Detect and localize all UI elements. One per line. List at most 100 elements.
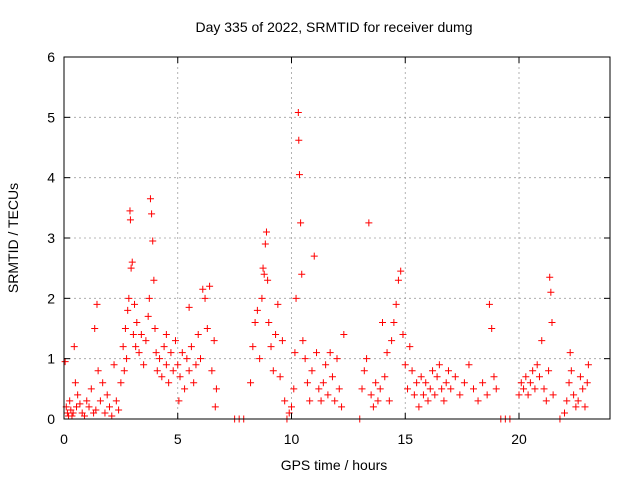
data-point: [175, 397, 183, 405]
data-point: [83, 397, 91, 405]
data-point: [515, 391, 523, 399]
data-point: [124, 306, 132, 314]
data-point: [142, 337, 150, 345]
data-point: [517, 379, 525, 387]
data-point: [264, 276, 272, 284]
y-tick-label: 2: [47, 290, 55, 306]
ticks-layer: 0 1 2 3 4 5 6 0 5 10 15 20: [47, 49, 610, 447]
data-point: [146, 195, 154, 203]
data-point: [451, 373, 459, 381]
data-point: [70, 343, 78, 351]
data-point: [126, 216, 134, 224]
data-point: [192, 361, 200, 369]
data-point: [212, 385, 220, 393]
data-point: [322, 361, 330, 369]
data-point: [110, 361, 118, 369]
data-point: [524, 391, 532, 399]
grid-layer: [64, 57, 610, 419]
chart-title: Day 335 of 2022, SRMTID for receiver dum…: [195, 19, 472, 35]
data-point: [265, 318, 273, 326]
data-point: [256, 355, 264, 363]
data-point: [61, 358, 69, 366]
data-point: [442, 379, 450, 387]
data-point: [438, 385, 446, 393]
data-point: [369, 403, 377, 411]
data-point: [295, 136, 303, 144]
data-point: [533, 361, 541, 369]
data-point: [183, 355, 191, 363]
data-point: [363, 355, 371, 363]
data-point: [328, 373, 336, 381]
data-point: [298, 270, 306, 278]
data-point: [199, 285, 207, 293]
data-point: [447, 385, 455, 393]
data-point: [563, 397, 571, 405]
data-point: [208, 367, 216, 375]
data-point: [125, 294, 133, 302]
data-point: [547, 288, 555, 296]
y-tick-label: 1: [47, 351, 55, 367]
data-point: [584, 361, 592, 369]
data-point: [474, 397, 482, 405]
data-point: [153, 367, 161, 375]
data-point: [99, 379, 107, 387]
data-point: [197, 355, 204, 363]
data-point: [171, 337, 179, 345]
data-point: [148, 210, 156, 218]
data-point: [123, 355, 131, 363]
data-point: [185, 367, 193, 375]
data-point: [583, 379, 591, 387]
data-point: [338, 403, 346, 411]
data-point: [94, 367, 102, 375]
data-point: [92, 406, 100, 414]
data-point: [431, 391, 439, 399]
data-point: [158, 373, 166, 381]
data-point: [360, 367, 368, 375]
data-point: [117, 379, 125, 387]
data-point: [333, 355, 341, 363]
data-point: [324, 391, 332, 399]
data-point: [404, 385, 412, 393]
data-point: [101, 409, 109, 417]
data-point: [210, 337, 218, 345]
data-point: [129, 331, 137, 339]
data-point: [247, 379, 255, 387]
data-point: [308, 367, 316, 375]
data-point: [426, 385, 434, 393]
x-axis-label: GPS time / hours: [281, 457, 388, 473]
y-tick-label: 0: [47, 411, 55, 427]
x-tick-label: 0: [60, 431, 68, 447]
data-point: [87, 385, 95, 393]
data-point: [542, 397, 550, 405]
y-tick-label: 6: [47, 49, 55, 65]
y-tick-label: 4: [47, 170, 55, 186]
data-point: [258, 294, 266, 302]
data-point: [295, 171, 303, 179]
x-tick-label: 15: [397, 431, 413, 447]
data-point: [135, 349, 143, 357]
data-point: [545, 367, 553, 375]
data-point: [80, 412, 88, 420]
data-point: [358, 385, 366, 393]
data-point: [274, 300, 282, 308]
data-point: [376, 385, 384, 393]
data-point: [288, 403, 295, 411]
data-point: [119, 343, 127, 351]
data-point: [281, 397, 289, 405]
data-point: [85, 403, 93, 411]
data-point: [297, 219, 305, 227]
x-tick-label: 5: [174, 431, 182, 447]
data-point: [292, 294, 300, 302]
data-point: [374, 397, 382, 405]
data-point: [397, 267, 405, 275]
data-point: [272, 331, 280, 339]
data-point: [399, 331, 407, 339]
data-point: [567, 367, 575, 375]
data-point: [470, 385, 477, 393]
data-point: [410, 391, 418, 399]
data-point: [566, 349, 574, 357]
data-point: [576, 373, 584, 381]
data-point: [406, 343, 414, 351]
data-point: [156, 355, 164, 363]
